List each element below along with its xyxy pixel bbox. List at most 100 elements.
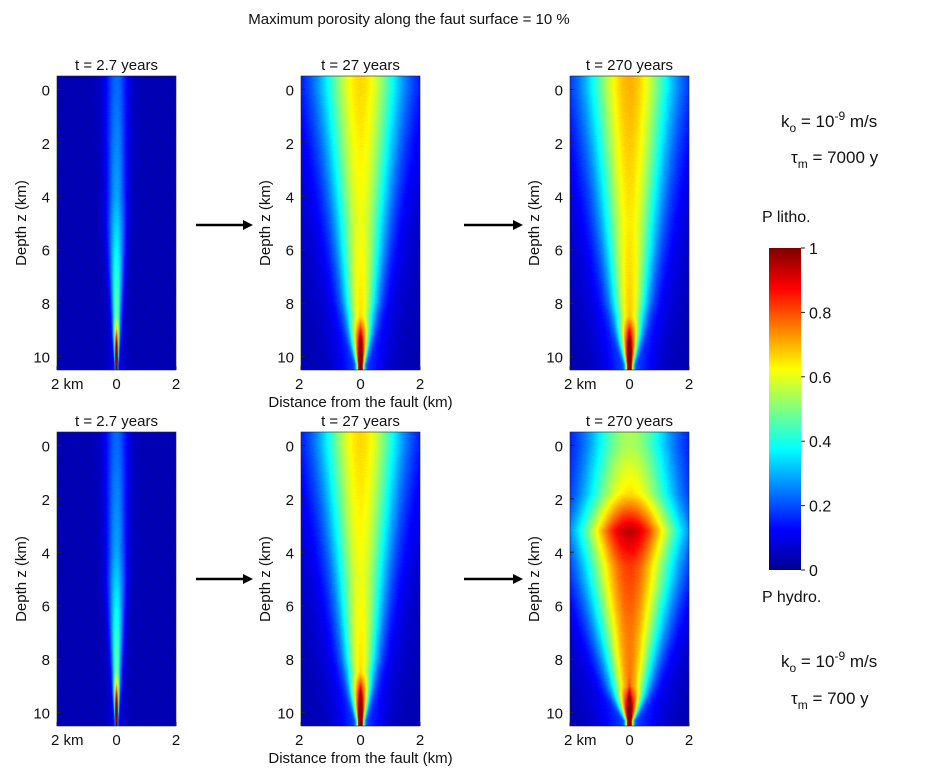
- y-tick-label: 2: [555, 492, 563, 509]
- y-tick-label: 2: [286, 136, 294, 153]
- panel-title: t = 27 years: [321, 413, 400, 430]
- x-tick-label: 2: [172, 732, 180, 749]
- y-tick-label: 4: [555, 189, 563, 206]
- y-tick-label: 4: [286, 189, 294, 206]
- colorbar-tick-label: 0.4: [809, 434, 831, 451]
- y-tick-label: 10: [546, 706, 563, 723]
- k-annotation-row2: ko = 10-9 m/s: [781, 649, 877, 675]
- y-tick-label: 4: [286, 545, 294, 562]
- x-tick-label: 2: [416, 732, 424, 749]
- colorbar-ticks: 1 0.8 0.6 0.4 0.2 0: [801, 241, 831, 580]
- colorbar-title: P litho.: [762, 209, 811, 226]
- x-axis-label: Distance from the fault (km): [268, 394, 452, 411]
- y-axis-label: Depth z (km): [526, 180, 543, 266]
- y-tick-label: 0: [286, 82, 294, 99]
- colorbar-gradient: [769, 248, 801, 570]
- y-tick-label: 10: [277, 706, 294, 723]
- k-annotation-row1: ko = 10-9 m/s: [781, 109, 877, 135]
- heatmap-panel-r1-c3: t = 270 years 0 2 4 6 8 10 Depth z (km) 2 km 0 2: [526, 57, 693, 393]
- heatmap-image: [570, 432, 689, 726]
- tau-annotation-row2: τm = 700 y: [791, 689, 869, 712]
- x-tick-label: 2: [416, 376, 424, 393]
- y-axis-label: Depth z (km): [257, 536, 274, 622]
- panel-title: t = 270 years: [586, 413, 673, 430]
- x-tick-label: 0: [356, 376, 364, 393]
- colorbar-tick-label: 0.2: [809, 499, 831, 516]
- y-tick-label: 0: [42, 438, 50, 455]
- y-tick-label: 10: [33, 350, 50, 367]
- x-tick-label: 2 km: [564, 376, 597, 393]
- panel-title: t = 2.7 years: [75, 413, 158, 430]
- heatmap-image: [570, 76, 689, 370]
- colorbar-tick-label: 0.8: [809, 305, 831, 322]
- heatmap-image: [301, 432, 420, 726]
- heatmap-image: [57, 76, 176, 370]
- y-tick-label: 8: [286, 652, 294, 669]
- y-axis-label: Depth z (km): [13, 180, 30, 266]
- heatmap-panel-r2-c3: t = 270 years 0 2 4 6 8 10 Depth z (km) 2 km 0 2: [526, 413, 693, 749]
- y-tick-label: 4: [42, 545, 50, 562]
- y-tick-label: 8: [42, 296, 50, 313]
- y-tick-label: 8: [555, 296, 563, 313]
- y-tick-label: 6: [42, 243, 50, 260]
- x-tick-label: 2 km: [51, 376, 84, 393]
- x-tick-label: 2 km: [51, 732, 84, 749]
- x-tick-label: 2: [172, 376, 180, 393]
- y-tick-label: 0: [42, 82, 50, 99]
- heatmap-canvas: [57, 76, 176, 370]
- colorbar-tick-label: 0: [809, 563, 818, 580]
- y-tick-label: 2: [555, 136, 563, 153]
- panel-title: t = 27 years: [321, 57, 400, 74]
- colorbar-tick-label: 1: [809, 241, 818, 258]
- heatmap-canvas: [301, 76, 420, 370]
- x-tick-label: 0: [356, 732, 364, 749]
- colorbar-tick-label: 0.6: [809, 370, 831, 387]
- colorbar: P litho. 1 0.8 0.6 0.4 0.2 0 P hydro.: [762, 209, 831, 606]
- x-tick-label: 0: [625, 732, 633, 749]
- y-axis-label: Depth z (km): [526, 536, 543, 622]
- heatmap-canvas: [57, 432, 176, 726]
- x-tick-label: 2: [685, 376, 693, 393]
- tau-annotation-row1: τm = 7000 y: [791, 148, 879, 171]
- y-axis-label: Depth z (km): [257, 180, 274, 266]
- colorbar-bottom-label: P hydro.: [762, 589, 821, 606]
- panel-title: t = 270 years: [586, 57, 673, 74]
- x-tick-label: 2: [295, 376, 303, 393]
- heatmap-canvas: [301, 432, 420, 726]
- y-tick-label: 10: [546, 350, 563, 367]
- y-tick-label: 0: [555, 438, 563, 455]
- heatmap-panel-r2-c1: t = 2.7 years 0 2 4 6 8 10 Depth z (km) 2 km 0 2: [13, 413, 180, 749]
- x-tick-label: 2: [295, 732, 303, 749]
- y-tick-label: 0: [555, 82, 563, 99]
- y-tick-label: 8: [42, 652, 50, 669]
- figure-title: Maximum porosity along the faut surface …: [248, 11, 569, 28]
- y-tick-label: 6: [42, 599, 50, 616]
- y-tick-label: 2: [42, 492, 50, 509]
- x-tick-label: 2: [685, 732, 693, 749]
- x-tick-label: 0: [112, 376, 120, 393]
- heatmap-canvas: [570, 432, 689, 726]
- x-tick-label: 0: [112, 732, 120, 749]
- heatmap-canvas: [570, 76, 689, 370]
- panel-title: t = 2.7 years: [75, 57, 158, 74]
- y-tick-label: 6: [286, 243, 294, 260]
- y-tick-label: 10: [33, 706, 50, 723]
- y-tick-label: 8: [555, 652, 563, 669]
- y-tick-label: 0: [286, 438, 294, 455]
- x-axis-label: Distance from the fault (km): [268, 750, 452, 767]
- heatmap-image: [57, 432, 176, 726]
- arrows: [196, 220, 523, 584]
- y-tick-label: 10: [277, 350, 294, 367]
- y-tick-label: 2: [42, 136, 50, 153]
- heatmap-panel-r1-c1: t = 2.7 years 0 2 4 6 8 10 Depth z (km) 2 km 0 2: [13, 57, 180, 393]
- y-axis-label: Depth z (km): [13, 536, 30, 622]
- y-tick-label: 6: [286, 599, 294, 616]
- y-tick-label: 6: [555, 243, 563, 260]
- heatmap-image: [301, 76, 420, 370]
- y-tick-label: 6: [555, 599, 563, 616]
- y-tick-label: 8: [286, 296, 294, 313]
